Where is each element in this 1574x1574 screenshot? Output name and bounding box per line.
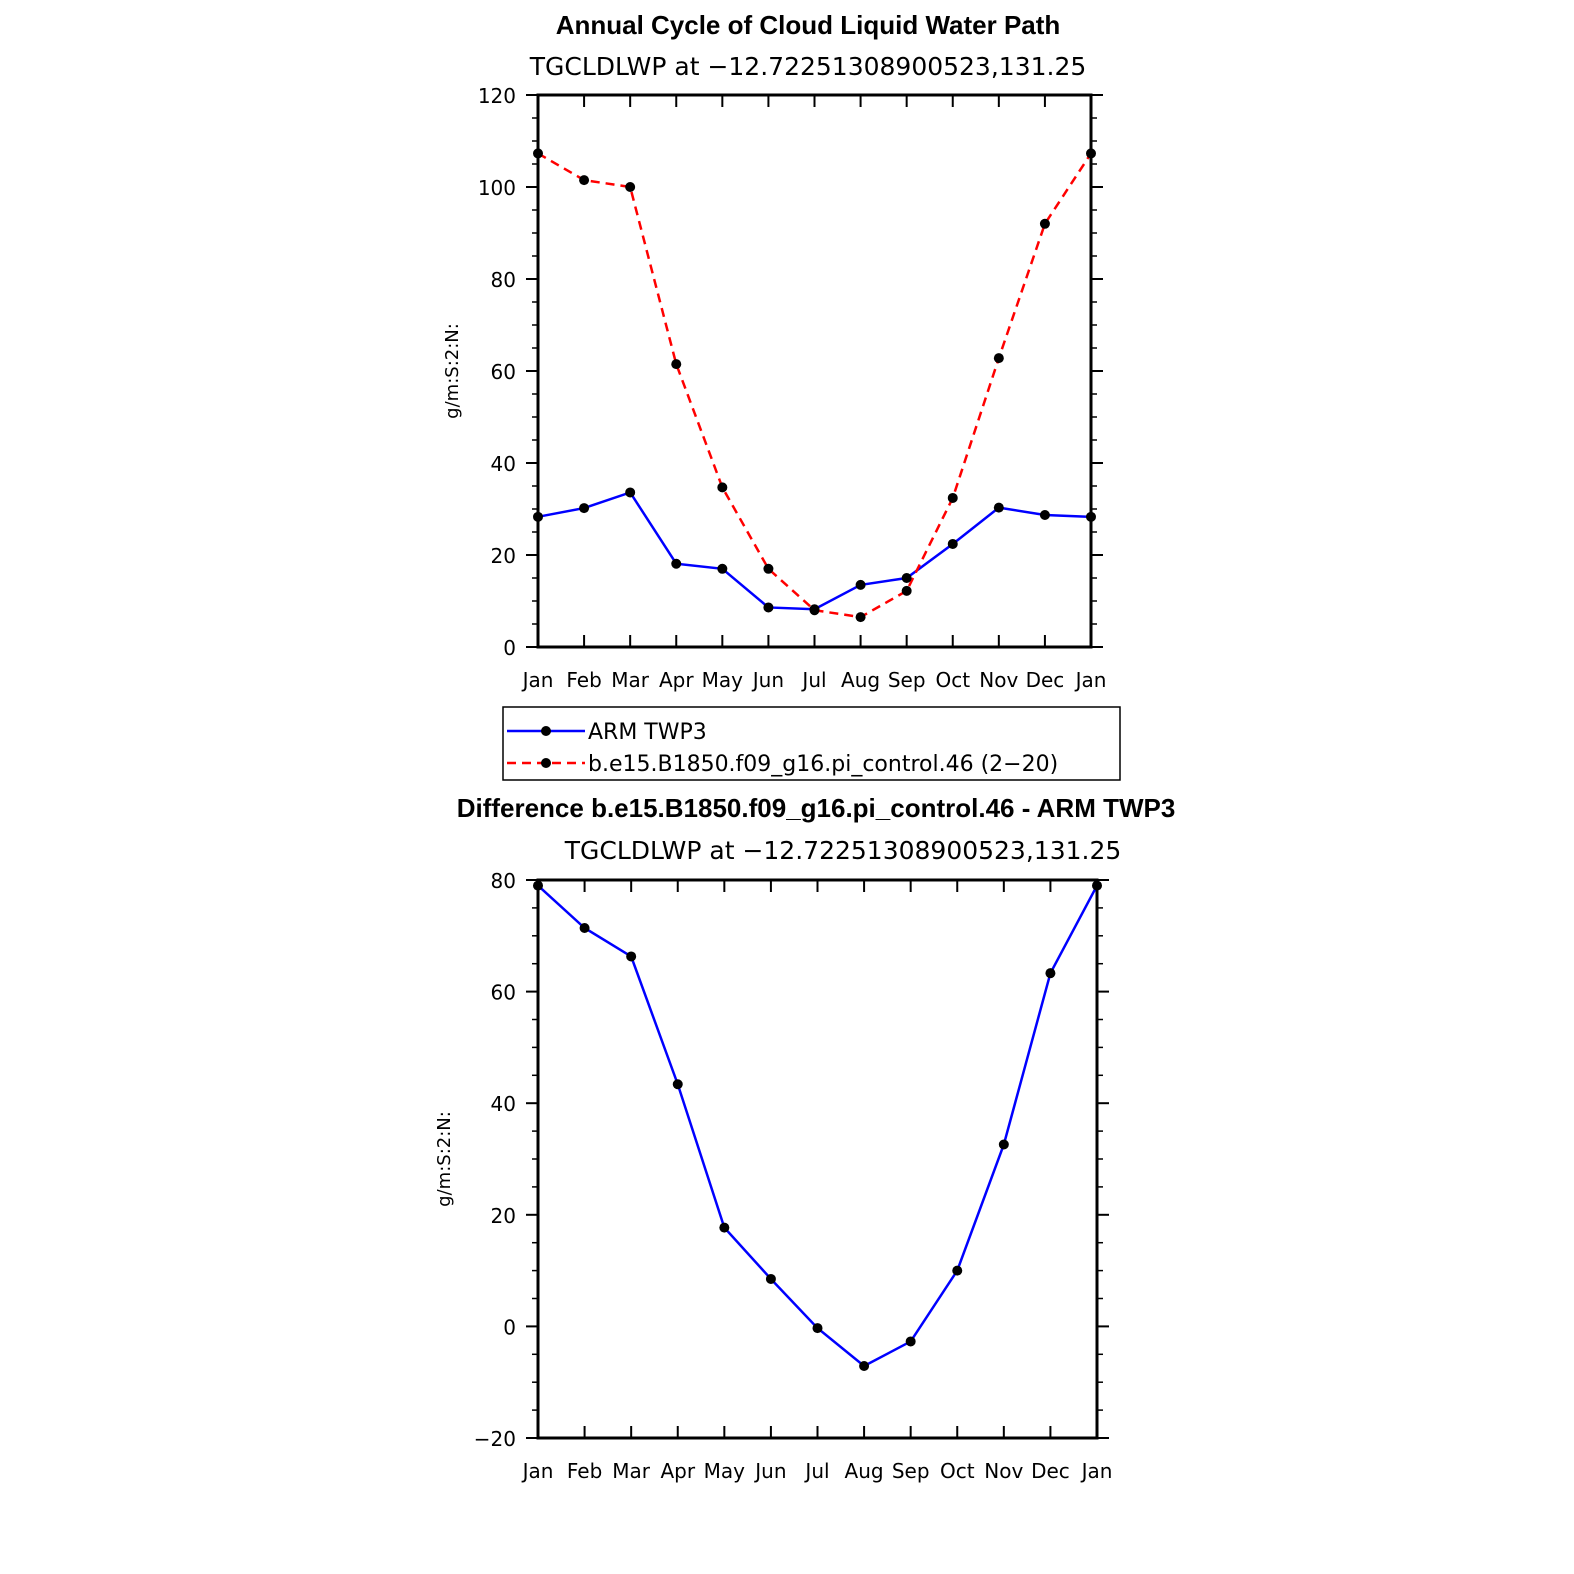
difference-subtitle: TGCLDLWP at −12.72251308900523,131.25	[564, 836, 1122, 865]
legend-box	[502, 706, 1121, 781]
cycle-x-tick-label: Feb	[566, 668, 601, 692]
cycle-x-tick-label: Nov	[979, 668, 1018, 692]
diff-x-tick-label: Nov	[984, 1459, 1023, 1483]
cycle-series-line-0	[537, 490, 1092, 611]
cycle-y-tick-label: 40	[491, 452, 516, 476]
chart-subtitle: TGCLDLWP at −12.72251308900523,131.25	[529, 52, 1087, 81]
diff-y-tick-label: 20	[491, 1204, 516, 1228]
cycle-series-point-1	[1086, 148, 1096, 159]
cycle-series-point-1	[533, 148, 543, 159]
annual-cycle-plot: 0 20 40 60 80 100 120 Jan Feb Mar Apr May Jun Jul Aug S…	[442, 84, 1106, 692]
cycle-x-tick-label: Mar	[611, 668, 650, 692]
cycle-y-tick-label: 100	[478, 176, 516, 200]
cycle-series-point-0	[947, 538, 958, 549]
diff-y-tick-label: 80	[491, 869, 516, 893]
cycle-series-point-0	[1039, 509, 1050, 520]
cycle-x-tick-label: Aug	[841, 668, 880, 692]
diff-x-tick-label: Sep	[892, 1459, 930, 1483]
cycle-series-point-0	[671, 558, 682, 569]
cycle-series-point-0	[579, 503, 590, 514]
cycle-series-line-1	[537, 152, 1093, 619]
cycle-series-point-1	[763, 563, 774, 574]
cycle-y-tick-label: 0	[503, 636, 516, 660]
cycle-series-point-0	[993, 502, 1004, 513]
cycle-series-point-1	[809, 605, 820, 616]
diff-series-point-0	[859, 1361, 870, 1372]
chart-title: Annual Cycle of Cloud Liquid Water Path	[556, 10, 1061, 40]
cycle-x-tick-label: Sep	[888, 668, 926, 692]
diff-x-tick-label: Aug	[845, 1459, 884, 1483]
diff-x-tick-label: Jun	[753, 1459, 786, 1483]
cycle-series-point-0	[625, 487, 636, 498]
legend-marker-arm	[541, 726, 551, 736]
diff-series-point-0	[626, 951, 637, 962]
diff-x-tick-label: Apr	[660, 1459, 695, 1483]
diff-y-tick-label: −20	[474, 1427, 516, 1451]
cycle-series-point-1	[855, 612, 866, 623]
cycle-series-point-1	[1039, 218, 1050, 229]
cycle-x-tick-label: Jun	[751, 668, 784, 692]
diff-series-point-0	[719, 1222, 730, 1233]
diff-series-point-0	[1092, 880, 1102, 891]
diff-series-point-0	[905, 1336, 916, 1347]
cycle-y-tick-label: 60	[491, 360, 516, 384]
diff-y-tick-label: 60	[491, 981, 516, 1005]
cycle-series-point-0	[717, 563, 728, 574]
cycle-series-point-0	[763, 602, 774, 613]
cycle-series-point-1	[625, 182, 636, 192]
cycle-x-tick-label: Dec	[1026, 668, 1065, 692]
diff-x-tick-label: Feb	[567, 1459, 602, 1483]
diff-series-point-0	[765, 1273, 776, 1284]
diff-x-tick-label: May	[704, 1459, 746, 1483]
cycle-y-tick-label: 20	[491, 544, 516, 568]
diff-x-tick-label: Jan	[521, 1459, 554, 1483]
legend-label-arm: ARM TWP3	[588, 720, 707, 745]
diff-series-point-0	[533, 880, 543, 891]
cycle-y-tick-label: 120	[478, 84, 516, 108]
diff-series-point-0	[1045, 968, 1056, 979]
cycle-series-point-1	[901, 585, 912, 596]
cycle-y-tick-label: 80	[491, 268, 516, 292]
cycle-series-point-1	[947, 492, 958, 503]
diff-series-point-0	[952, 1265, 963, 1276]
diff-y-tick-label: 0	[503, 1315, 516, 1339]
diff-series-line-0	[537, 884, 1099, 1368]
cycle-series-point-1	[717, 482, 728, 493]
diff-series-point-0	[579, 922, 590, 933]
cycle-x-tick-label: May	[702, 668, 744, 692]
legend-label-model: b.e15.B1850.f09_g16.pi_control.46 (2−20)	[588, 752, 1058, 777]
diff-x-tick-label: Oct	[940, 1459, 975, 1483]
cycle-x-tick-label: Jan	[521, 668, 554, 692]
diff-x-tick-label: Jan	[1080, 1459, 1113, 1483]
cycle-series-point-1	[993, 353, 1004, 364]
diff-series-point-0	[672, 1079, 683, 1090]
diff-plot-frame	[536, 878, 1099, 1440]
diff-y-axis-label: g/m:S:2:N:	[434, 1111, 455, 1207]
cycle-x-tick-label: Jul	[800, 668, 826, 692]
cycle-series-point-0	[901, 573, 912, 583]
cycle-y-axis-label: g/m:S:2:N:	[442, 323, 463, 419]
difference-plot: −20 0 20 40 60 80 Jan Feb Mar Apr May Jun Jul Aug Sep O…	[434, 869, 1112, 1483]
cycle-plot-frame	[536, 93, 1093, 649]
cycle-series-point-0	[1086, 511, 1096, 522]
diff-series-point-0	[812, 1323, 823, 1334]
cycle-series-point-0	[533, 511, 543, 522]
legend-marker-model	[541, 758, 551, 768]
diff-series-point-0	[998, 1139, 1009, 1150]
diff-y-tick-label: 40	[491, 1092, 516, 1116]
cycle-x-tick-label: Jan	[1074, 668, 1107, 692]
cycle-x-tick-label: Oct	[935, 668, 970, 692]
diff-x-tick-label: Jul	[803, 1459, 829, 1483]
legend: ARM TWP3 b.e15.B1850.f09_g16.pi_control.…	[502, 706, 1121, 781]
cycle-series-point-1	[579, 175, 590, 186]
diff-x-tick-label: Dec	[1031, 1459, 1070, 1483]
diff-x-tick-label: Mar	[612, 1459, 651, 1483]
cycle-x-tick-label: Apr	[659, 668, 694, 692]
cycle-series-point-0	[855, 579, 866, 590]
difference-title: Difference b.e15.B1850.f09_g16.pi_contro…	[457, 793, 1176, 823]
cycle-series-point-1	[671, 359, 682, 370]
